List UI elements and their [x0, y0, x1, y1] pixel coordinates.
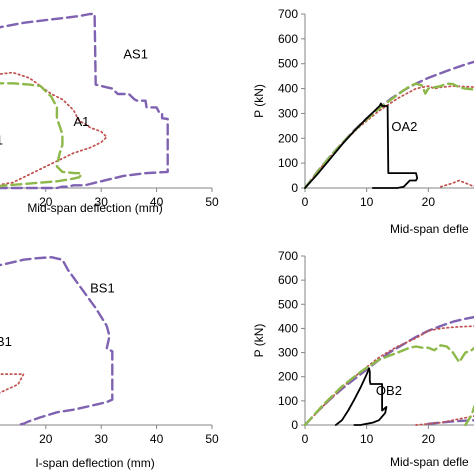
series-line-dash-0 — [0, 12, 169, 190]
x-tick-label: 40 — [150, 195, 164, 209]
series-label: BS1 — [90, 281, 115, 296]
x-tick-label: 0 — [302, 195, 309, 209]
series-line-dot-4 — [439, 179, 474, 188]
y-tick-label: 600 — [278, 32, 298, 46]
x-tick-label: 20 — [39, 195, 53, 209]
y-tick-label: 300 — [278, 346, 298, 360]
chart-panel-top-left: 20 30 40 50 Mid-span deflection (mm) AS1 A1 OAS… — [0, 12, 219, 215]
series-line-dot-5 — [415, 415, 474, 426]
x-tick-label: 0 — [302, 432, 309, 446]
series-label: B1 — [0, 334, 12, 349]
x-tick-label: 30 — [95, 432, 109, 446]
y-tick-label: 500 — [278, 57, 298, 71]
series-label: OA2 — [391, 119, 417, 134]
x-tick-label: 20 — [422, 195, 436, 209]
x-tick-label: 30 — [95, 195, 109, 209]
series-line-dot-1 — [0, 373, 25, 394]
series-label: AS1 — [123, 47, 148, 62]
x-tick-label: 40 — [150, 432, 164, 446]
y-tick-label: 300 — [278, 106, 298, 120]
series-line-dash-0 — [303, 315, 474, 427]
series-line-dot-1 — [304, 325, 474, 426]
y-tick-label: 200 — [278, 131, 298, 145]
x-axis-title: I-span deflection (mm) — [35, 456, 154, 470]
y-axis-title: P (kN) — [252, 324, 266, 358]
series-line-solid-3 — [304, 102, 419, 189]
x-axis-title: Mid-span defle — [390, 222, 469, 236]
series-line-dash-2 — [0, 82, 84, 188]
series-line-dash-6 — [464, 404, 474, 427]
x-tick-label: 10 — [360, 195, 374, 209]
x-tick-label: 20 — [39, 432, 53, 446]
x-axis-title: Mid-span deflection (mm) — [27, 201, 162, 215]
x-tick-label: 50 — [205, 432, 219, 446]
y-tick-label: 700 — [278, 249, 298, 263]
y-tick-label: 400 — [278, 321, 298, 335]
x-tick-label: 10 — [360, 432, 374, 446]
series-label: OB2 — [376, 383, 402, 398]
y-tick-label: 100 — [278, 156, 298, 170]
series-line-dash-0 — [303, 60, 474, 190]
y-tick-label: 500 — [278, 297, 298, 311]
y-tick-label: 0 — [291, 181, 298, 195]
y-tick-label: 200 — [278, 370, 298, 384]
x-tick-label: 20 — [422, 432, 436, 446]
series-line-dot-1 — [0, 71, 108, 186]
y-tick-label: 400 — [278, 82, 298, 96]
y-tick-label: 600 — [278, 273, 298, 287]
series-line-dash-2 — [303, 344, 474, 427]
series-line-solid-3 — [334, 367, 388, 426]
series-label: A1 — [74, 114, 90, 129]
series-line-dash-0 — [0, 256, 114, 427]
y-axis-title: P (kN) — [252, 84, 266, 118]
y-tick-label: 100 — [278, 394, 298, 408]
y-tick-label: 700 — [278, 7, 298, 21]
y-tick-label: 0 — [291, 418, 298, 432]
x-axis-title: Mid-span defle — [390, 455, 469, 469]
series-label: OAS1 — [0, 133, 3, 148]
x-tick-label: 50 — [205, 195, 219, 209]
